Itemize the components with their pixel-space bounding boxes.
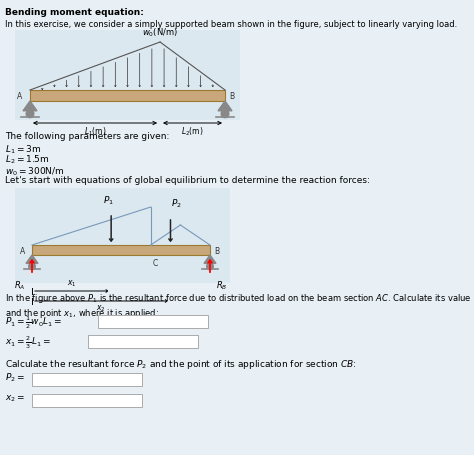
Circle shape <box>29 263 35 270</box>
Polygon shape <box>218 101 232 111</box>
Circle shape <box>221 110 229 118</box>
Polygon shape <box>204 255 216 263</box>
Circle shape <box>26 110 34 118</box>
Bar <box>15 188 230 283</box>
Bar <box>15 30 240 120</box>
Text: $x_2=$: $x_2=$ <box>5 393 25 404</box>
Text: $w_0 = 300\mathrm{N/m}$: $w_0 = 300\mathrm{N/m}$ <box>5 165 64 177</box>
Text: In this exercise, we consider a simply supported beam shown in the figure, subje: In this exercise, we consider a simply s… <box>5 20 457 29</box>
Text: The following parameters are given:: The following parameters are given: <box>5 132 169 141</box>
Text: A: A <box>20 247 25 256</box>
Text: $P_1$: $P_1$ <box>103 194 114 207</box>
Bar <box>98 315 208 328</box>
Text: Calculate the resultant force $P_2$ and the point of its application for section: Calculate the resultant force $P_2$ and … <box>5 358 357 371</box>
Circle shape <box>207 263 213 270</box>
Text: $x_1$: $x_1$ <box>67 278 76 289</box>
Text: A: A <box>17 92 22 101</box>
Text: $x_1 = \frac{2}{3}L_1=$: $x_1 = \frac{2}{3}L_1=$ <box>5 334 51 351</box>
Text: $P_2=$: $P_2=$ <box>5 372 25 384</box>
Text: Let's start with equations of global equilibrium to determine the reaction force: Let's start with equations of global equ… <box>5 176 370 185</box>
Bar <box>30 90 225 101</box>
Text: $P_1 = \frac{1}{2}w_0L_1=$: $P_1 = \frac{1}{2}w_0L_1=$ <box>5 314 62 331</box>
Polygon shape <box>26 255 38 263</box>
Text: $x_2$: $x_2$ <box>96 303 106 313</box>
Bar <box>32 373 142 386</box>
Bar <box>32 394 142 407</box>
Text: $R_A$: $R_A$ <box>14 279 26 292</box>
Text: $L_1 = 3\mathrm{m}$: $L_1 = 3\mathrm{m}$ <box>5 144 41 157</box>
Text: $L_2$(m): $L_2$(m) <box>181 126 204 138</box>
Text: $w_0$(N/m): $w_0$(N/m) <box>142 26 178 39</box>
Bar <box>88 335 198 348</box>
Polygon shape <box>23 101 37 111</box>
Text: $L_1$(m): $L_1$(m) <box>84 126 106 138</box>
Text: $L_2 = 1.5\mathrm{m}$: $L_2 = 1.5\mathrm{m}$ <box>5 154 50 167</box>
Text: B: B <box>214 247 219 256</box>
Text: $P_2$: $P_2$ <box>171 197 182 210</box>
Bar <box>32 245 210 255</box>
Text: C: C <box>153 259 158 268</box>
Text: B: B <box>229 92 234 101</box>
Text: Bending moment equation:: Bending moment equation: <box>5 8 144 17</box>
Text: $R_B$: $R_B$ <box>216 279 228 292</box>
Text: In the figure above $P_1$ is the resultant force due to distributed load on the : In the figure above $P_1$ is the resulta… <box>5 292 472 320</box>
